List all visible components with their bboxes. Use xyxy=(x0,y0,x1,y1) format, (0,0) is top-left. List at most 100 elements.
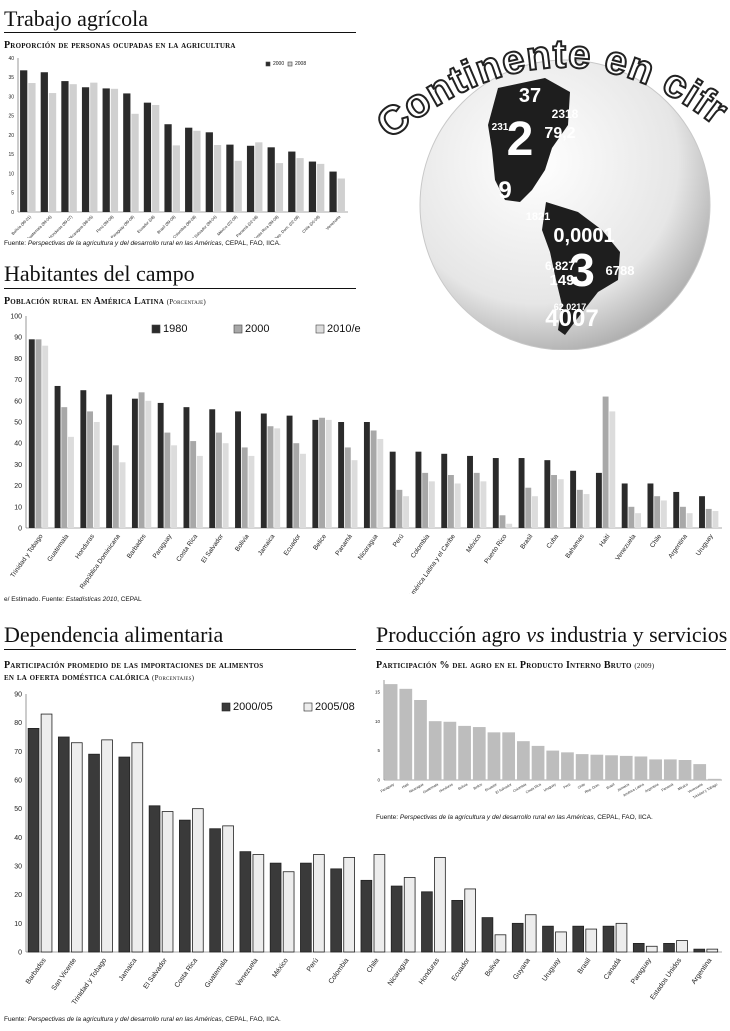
category-label: Cuba xyxy=(545,533,560,550)
banner-number: 2 xyxy=(507,113,534,166)
dependencia-title: Dependencia alimentaria xyxy=(4,622,224,647)
category-label: Haití xyxy=(401,782,409,789)
bar xyxy=(138,392,145,528)
y-tick-label: 10 xyxy=(375,719,381,724)
y-tick-label: 20 xyxy=(14,892,22,899)
bar xyxy=(152,104,160,212)
y-tick-label: 15 xyxy=(8,152,14,158)
y-tick-label: 10 xyxy=(8,171,14,177)
bar xyxy=(110,88,119,212)
category-label: Paraguay xyxy=(630,957,653,986)
bar xyxy=(635,513,642,528)
category-label: Brasil xyxy=(577,957,593,976)
bar xyxy=(106,394,113,528)
bar xyxy=(61,81,69,212)
bar xyxy=(487,732,501,780)
category-label: Bolivia (99-01) xyxy=(10,214,32,236)
category-label: Bahamas xyxy=(564,533,586,560)
bar xyxy=(35,339,42,528)
bar xyxy=(222,443,229,528)
bar xyxy=(222,825,234,953)
bar xyxy=(649,759,662,780)
category-label: Puerto Rico xyxy=(483,533,508,565)
y-tick-label: 70 xyxy=(14,377,22,384)
category-label: Belice xyxy=(312,533,328,552)
legend-swatch xyxy=(303,702,313,712)
banner-number: 2318 xyxy=(552,107,579,121)
category-label: Costa Rica xyxy=(175,533,199,563)
y-tick-label: 90 xyxy=(14,691,22,698)
habitantes-title: Habitantes del campo xyxy=(4,261,195,286)
continent-banner: 37 2 79,2 9 1821 0,0001 3 6,827 149 6788 4007 2318 2… xyxy=(357,0,730,351)
category-label: Chile xyxy=(649,533,663,549)
bar xyxy=(70,742,83,953)
bar xyxy=(615,922,628,953)
category-label: Guyana xyxy=(512,957,532,981)
category-label: Panamá xyxy=(334,533,354,557)
bar xyxy=(192,808,204,953)
bar xyxy=(80,390,87,528)
bar xyxy=(161,811,174,953)
bar xyxy=(131,398,138,528)
bar xyxy=(363,422,370,528)
category-label: Ecuador xyxy=(484,782,498,792)
bar xyxy=(458,725,471,780)
bar xyxy=(246,145,255,212)
banner-number: 3 xyxy=(569,244,595,296)
bar xyxy=(131,742,144,953)
legend-label: 2000 xyxy=(273,61,284,67)
category-label: Barbados xyxy=(126,533,148,560)
bar xyxy=(260,413,267,528)
bar xyxy=(148,805,161,953)
y-tick-label: 20 xyxy=(8,133,14,139)
habitantes-chart: 0 10 20 30 40 50 60 70 80 90 100 Trinidad y Tobago G… xyxy=(9,313,722,594)
bar xyxy=(343,856,355,953)
trabajo-source: Fuente: Perspectivas de la agricultura y… xyxy=(4,240,281,247)
bar xyxy=(54,385,61,528)
banner-number: 37 xyxy=(519,85,541,107)
bar xyxy=(40,713,53,953)
bar xyxy=(87,411,93,528)
y-tick-label: 40 xyxy=(8,56,14,62)
y-tick-label: 0 xyxy=(11,210,14,216)
bar xyxy=(390,885,403,953)
bar xyxy=(708,778,721,780)
y-tick-label: 30 xyxy=(14,462,22,469)
south-america-shape xyxy=(542,202,620,335)
habitantes-rule xyxy=(4,288,356,289)
category-label: Honduras xyxy=(74,533,96,561)
bar xyxy=(28,339,35,528)
category-label: México xyxy=(271,957,290,979)
bar xyxy=(102,88,110,212)
bar xyxy=(660,500,667,528)
bar xyxy=(693,764,707,780)
bar xyxy=(215,432,222,528)
category-label: Estados Unidos xyxy=(649,957,683,1002)
banner-number: 6,827 xyxy=(545,259,575,273)
habitantes-source: e/ Estimado. Fuente: Estadísticas 2010, … xyxy=(4,596,142,603)
y-tick-label: 0 xyxy=(377,778,380,783)
bar xyxy=(480,481,487,528)
y-tick-label: 0 xyxy=(18,525,22,532)
legend-label: 1980 xyxy=(163,323,187,335)
bar xyxy=(421,891,433,953)
bar xyxy=(467,455,473,528)
bar xyxy=(686,513,693,528)
bar xyxy=(583,494,590,528)
bar xyxy=(678,760,692,780)
bar xyxy=(360,879,373,953)
category-label: Venezuela xyxy=(687,782,703,794)
category-label: Nicaragua xyxy=(357,533,380,562)
y-tick-label: 30 xyxy=(14,863,22,870)
y-tick-label: 50 xyxy=(14,806,22,813)
legend-label: 2010/e xyxy=(327,323,361,335)
bar xyxy=(61,407,68,528)
bar xyxy=(351,460,358,528)
category-label: Barbados xyxy=(25,957,48,986)
bar xyxy=(209,409,216,528)
category-label: Chile xyxy=(577,782,586,789)
bar xyxy=(619,755,633,780)
category-label: Chile xyxy=(366,957,381,974)
category-label: México xyxy=(677,782,689,791)
category-label: Paraguay xyxy=(380,782,395,793)
